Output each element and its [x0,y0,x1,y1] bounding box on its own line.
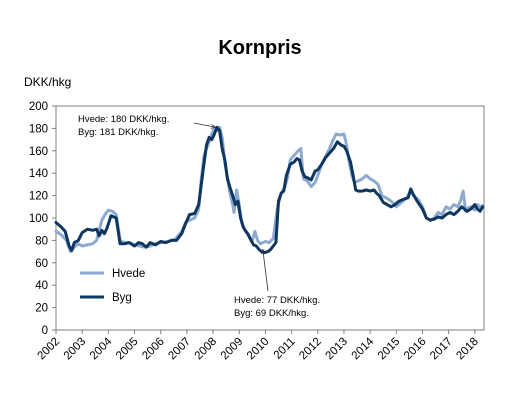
annotation-pointer [193,122,216,128]
x-tick-label: 2004 [88,335,115,362]
annotation-arrowhead [210,124,216,129]
annotation-arrowhead [261,249,266,255]
y-tick-label: 140 [29,168,48,180]
x-tick-label: 2003 [62,336,89,363]
annotations: Hvede: 180 DKK/hkg. Byg: 181 DKK/hkg. Hved… [78,114,320,319]
x-tick-label: 2018 [454,336,481,363]
x-tick-label: 2015 [376,336,403,363]
series-line-hvede [54,125,485,254]
x-tick-label: 2009 [219,336,246,363]
chart-title: Kornpris [218,37,301,59]
axes [52,105,485,334]
y-tick-label: 60 [35,258,48,270]
x-tick-label: 2017 [428,336,455,363]
annotation-pointer [262,249,269,292]
x-tick-label: 2007 [166,336,193,363]
x-tick-labels: 2002 2003 2004 2005 2006 2007 2008 2009 2010 2011… [36,335,481,362]
y-tick-label: 200 [29,101,48,113]
y-tick-label: 160 [29,146,48,158]
x-tick-label: 2005 [114,336,141,363]
annotation-text: Hvede: 180 DKK/hkg. [78,114,169,125]
y-tick-labels: 0 20 40 60 80 100 120 140 160 180 200 [29,101,48,337]
y-axis-label: DKK/hkg [24,75,71,89]
series-line-byg [54,125,485,255]
x-tick-label: 2006 [140,336,167,363]
legend-label: Byg [112,292,132,304]
x-tick-label: 2016 [402,336,429,363]
y-tick-label: 80 [35,235,48,247]
y-tick-label: 0 [42,325,48,337]
x-tick-label: 2008 [193,336,220,363]
y-tick-label: 120 [29,191,48,203]
y-tick-label: 180 [29,123,48,135]
x-tick-label: 2002 [36,336,63,363]
legend: Hvede Byg [80,268,145,304]
y-tick-label: 100 [29,213,48,225]
annotation-text: Byg: 69 DKK/hkg. [234,308,309,319]
y-tick-label: 20 [35,303,48,315]
y-tick-label: 40 [35,280,48,292]
x-tick-label: 2014 [350,335,377,362]
series-lines [54,125,485,255]
x-tick-label: 2010 [245,336,272,363]
x-tick-label: 2013 [323,336,350,363]
legend-label: Hvede [112,268,145,280]
annotation-text: Byg: 181 DKK/hkg. [78,127,158,138]
annotation-text: Hvede: 77 DKK/hkg. [234,295,320,306]
x-tick-label: 2011 [272,336,298,362]
x-tick-label: 2012 [297,336,324,363]
